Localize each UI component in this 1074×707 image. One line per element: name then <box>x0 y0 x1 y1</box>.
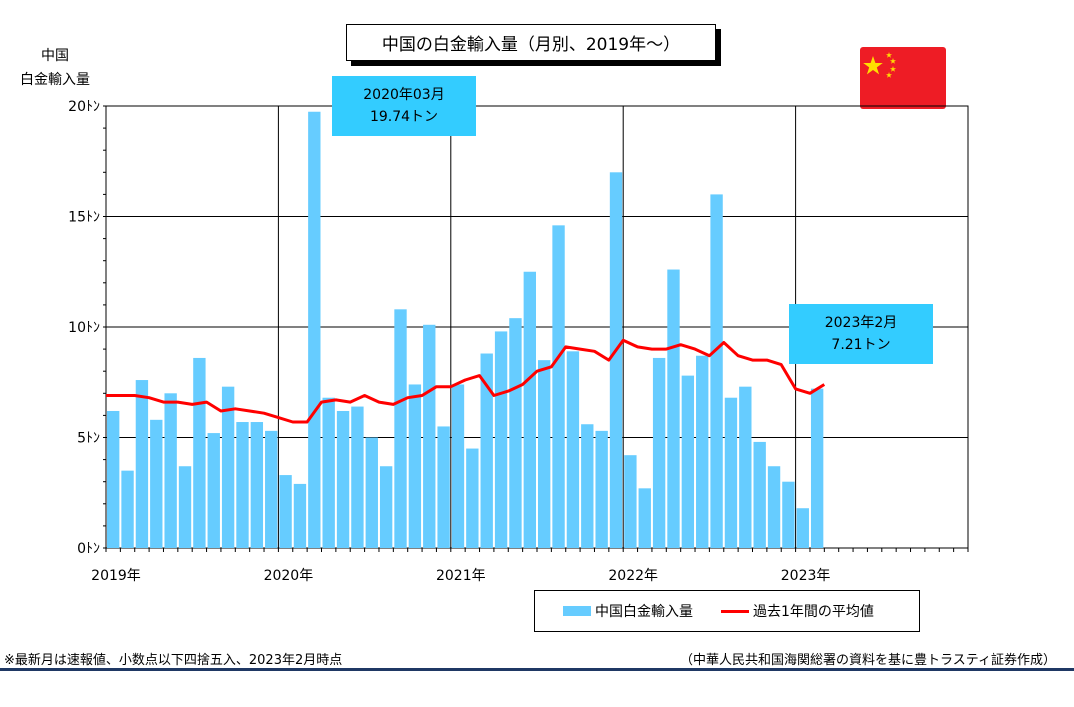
bar <box>451 384 465 548</box>
average-line <box>106 338 826 424</box>
bar <box>207 433 220 548</box>
bar <box>652 357 666 548</box>
bar <box>250 422 264 548</box>
legend-item-line: 過去1年間の平均値 <box>721 601 874 621</box>
chart-legend: 中国白金輸入量 過去1年間の平均値 <box>534 590 920 632</box>
bar <box>710 194 723 548</box>
bar <box>739 386 752 548</box>
bar <box>523 271 536 548</box>
bar <box>538 360 551 548</box>
bar <box>365 437 378 548</box>
y-tick-label: 5ﾄﾝ <box>77 431 100 447</box>
bar <box>322 397 335 548</box>
y-tick-label: 15ﾄﾝ <box>68 210 100 226</box>
bar <box>566 351 580 548</box>
y-tick-label: 10ﾄﾝ <box>68 320 100 336</box>
bar <box>624 455 637 548</box>
bar-swatch-icon <box>563 606 591 616</box>
bar <box>164 393 177 548</box>
latest-callout-value: 7.21トン <box>831 337 891 353</box>
x-tick-label: 2021年 <box>436 568 486 584</box>
bar <box>193 357 206 548</box>
bar <box>423 324 436 548</box>
bar <box>581 424 594 548</box>
bar <box>480 353 493 548</box>
bar <box>107 410 120 548</box>
bar <box>595 430 608 548</box>
bar <box>753 441 766 548</box>
line-swatch-icon <box>721 609 749 613</box>
bar <box>782 481 795 548</box>
bar <box>509 318 522 548</box>
x-tick-label: 2020年 <box>264 568 314 584</box>
bar <box>293 483 307 548</box>
bar <box>135 380 149 548</box>
bar <box>609 172 623 549</box>
bar <box>336 410 350 548</box>
bar <box>351 406 364 548</box>
bar <box>308 111 321 548</box>
x-tick-label: 2023年 <box>781 568 831 584</box>
unit-label-line-1: 中国 <box>41 48 69 64</box>
legend-line-label: 過去1年間の平均値 <box>753 604 874 620</box>
bar <box>494 331 508 548</box>
bar <box>796 508 809 548</box>
bottom-divider <box>0 668 1074 671</box>
latest-callout-date: 2023年2月 <box>824 315 898 331</box>
legend-item-bar: 中国白金輸入量 <box>563 601 693 621</box>
peak-callout-value: 19.74トン <box>369 109 439 125</box>
china-flag-icon <box>860 47 946 109</box>
bar <box>265 430 278 548</box>
bar <box>221 386 235 548</box>
bar <box>638 488 651 548</box>
x-tick-label: 2019年 <box>91 568 141 584</box>
y-tick-label: 0ﾄﾝ <box>77 541 100 557</box>
y-axis-unit-label: 中国 白金輸入量 <box>10 44 100 92</box>
latest-callout: 2023年2月 7.21トン <box>789 304 933 364</box>
bar <box>394 309 407 548</box>
bar <box>552 225 565 548</box>
bar <box>437 426 450 548</box>
bar <box>724 397 738 548</box>
bar <box>681 375 695 548</box>
x-tick-label: 2022年 <box>608 568 658 584</box>
bar <box>121 470 134 548</box>
peak-callout: 2020年03月 19.74トン <box>332 76 476 136</box>
footnote-note: ※最新月は速報値、小数点以下四捨五入、2023年2月時点 <box>4 653 343 668</box>
bar <box>667 269 680 548</box>
bar <box>379 466 393 548</box>
peak-callout-date: 2020年03月 <box>363 87 445 103</box>
unit-label-line-2: 白金輸入量 <box>20 72 90 88</box>
bar <box>466 448 479 548</box>
bar <box>279 475 292 548</box>
bar <box>150 419 163 548</box>
chart-title: 中国の白金輸入量（月別、2019年～） <box>346 24 716 61</box>
bar <box>236 422 249 548</box>
footnote-source: （中華人民共和国海関総署の資料を基に豊トラスティ証券作成） <box>680 653 1056 668</box>
bar <box>767 466 781 548</box>
y-tick-label: 20ﾄﾝ <box>68 99 100 115</box>
bar <box>408 384 422 548</box>
legend-bar-label: 中国白金輸入量 <box>595 604 693 620</box>
bar <box>696 355 709 548</box>
bar <box>810 388 824 548</box>
bar <box>178 466 192 548</box>
